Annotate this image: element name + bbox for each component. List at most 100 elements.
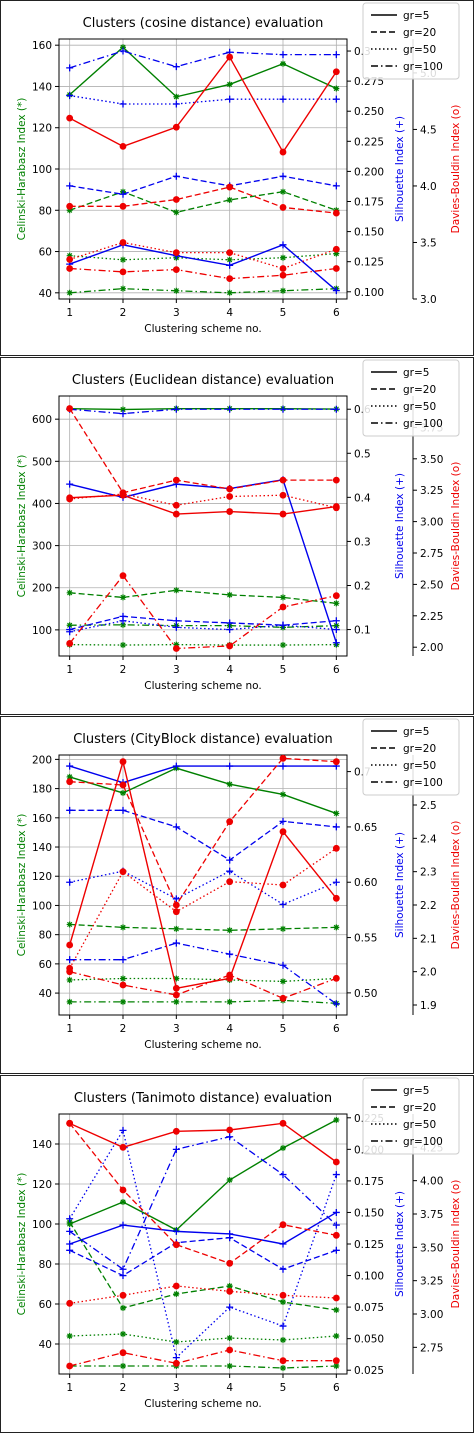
series-line-db-gr50 [69, 847, 337, 969]
legend-item-label: gr=5 [403, 726, 429, 738]
sil-axis-tick-label: 0.3 [354, 536, 371, 548]
data-point-db [226, 1259, 234, 1267]
data-point-sil [226, 867, 234, 875]
data-point-db [226, 508, 234, 515]
sil-axis-tick-label: 0.200 [354, 166, 384, 178]
series-line-db-gr5 [69, 494, 337, 515]
data-point-db [279, 148, 287, 156]
series-line-db-gr5 [69, 1122, 337, 1163]
data-point-db [226, 275, 234, 283]
data-point-sil [119, 410, 127, 418]
data-point-sil [172, 1354, 180, 1362]
data-point-sil [279, 762, 287, 770]
data-point-ch [66, 998, 73, 1005]
data-point-sil [332, 1000, 340, 1008]
data-point-sil [66, 628, 74, 636]
data-point-db [279, 828, 287, 836]
db-axis-tick-label: 3.0 [420, 294, 437, 306]
ch-axis-tick-label: 60 [39, 959, 52, 971]
data-point-ch [120, 924, 126, 931]
data-point-db [279, 881, 287, 889]
ch-axis-tick-label: 60 [39, 1299, 52, 1311]
data-point-db [279, 994, 287, 1002]
x-axis-tick-label: 5 [280, 1382, 287, 1394]
series-line-sil-gr5 [69, 478, 337, 643]
data-point-sil [332, 878, 340, 886]
chart-title: Clusters (cosine distance) evaluation [83, 16, 324, 31]
ch-axis-label: Celinski-Harabasz Index (*) [16, 814, 28, 957]
data-point-ch [280, 978, 286, 985]
data-point-ch [120, 789, 126, 796]
series-line-db-gr100 [69, 574, 337, 650]
data-point-ch [226, 1335, 233, 1341]
x-axis-tick-label: 4 [226, 664, 233, 676]
sil-axis-tick-label: 0.175 [354, 1176, 384, 1188]
data-point-db [172, 908, 180, 916]
legend-item-label: gr=5 [403, 1085, 429, 1097]
data-point-ch [120, 256, 126, 263]
data-point-ch [120, 594, 126, 601]
ch-axis-tick-label: 200 [32, 754, 52, 766]
data-point-sil [119, 190, 127, 198]
series-line-ch-gr100 [69, 1365, 337, 1369]
x-axis-tick-label: 2 [120, 1382, 127, 1394]
data-point-db [172, 249, 180, 257]
ch-axis-tick-label: 300 [32, 541, 52, 553]
series-line-db-gr20 [69, 408, 337, 494]
sil-axis-tick-label: 0.50 [354, 988, 377, 1000]
data-point-db [119, 142, 127, 150]
data-point-sil [279, 172, 287, 180]
ch-axis-tick-label: 600 [32, 414, 52, 426]
sil-axis-tick-label: 0.4 [354, 492, 371, 504]
data-point-sil [332, 823, 340, 831]
data-point-db [332, 265, 340, 272]
series-line-sil-gr100 [69, 942, 337, 1005]
data-point-sil [279, 1322, 287, 1330]
data-point-sil [172, 63, 180, 71]
data-point-ch [66, 1333, 73, 1339]
ch-axis-label: Celinski-Harabasz Index (*) [16, 455, 28, 598]
series-line-sil-gr100 [69, 408, 337, 415]
data-point-db [279, 265, 287, 272]
series-line-ch-gr20 [69, 923, 337, 931]
data-point-ch [120, 1305, 126, 1311]
x-axis-tick-label: 6 [333, 664, 340, 676]
data-point-sil [226, 95, 234, 103]
data-point-db [119, 239, 127, 246]
data-point-sil [66, 1215, 74, 1223]
data-point-sil [119, 1265, 127, 1273]
x-axis-tick-label: 6 [333, 1023, 340, 1035]
data-point-sil [332, 405, 340, 413]
series-line-sil-gr20 [69, 175, 337, 195]
ch-axis-tick-label: 100 [32, 1219, 52, 1231]
data-point-ch [120, 1199, 126, 1205]
data-point-ch [226, 1363, 233, 1369]
ch-axis-tick-label: 40 [39, 988, 52, 1000]
data-point-ch [280, 925, 286, 932]
data-point-sil [66, 956, 74, 964]
data-point-sil [172, 895, 180, 903]
data-point-ch [333, 85, 340, 92]
data-point-db [279, 603, 287, 611]
data-point-db [119, 781, 127, 789]
data-point-db [66, 256, 74, 263]
data-point-db [279, 510, 287, 518]
x-axis-label: Clustering scheme no. [144, 1398, 261, 1410]
db-axis-label: Davies-Bouldin Index (o) [450, 105, 462, 234]
data-point-ch [226, 927, 233, 934]
data-point-sil [119, 47, 127, 55]
data-point-sil [172, 623, 180, 631]
data-point-db [172, 645, 180, 652]
data-point-db [66, 968, 74, 976]
data-point-ch [120, 1363, 126, 1369]
data-point-ch [66, 976, 73, 983]
data-point-sil [226, 1234, 234, 1242]
db-axis-tick-label: 4.0 [420, 181, 437, 193]
ch-axis-tick-label: 120 [32, 123, 52, 135]
ch-axis-tick-label: 40 [39, 288, 52, 300]
data-point-ch [280, 254, 286, 261]
db-axis-tick-label: 3.75 [420, 1209, 443, 1221]
db-axis-tick-label: 1.9 [420, 1000, 437, 1012]
series-line-ch-gr100 [69, 999, 337, 1004]
data-point-db [332, 844, 340, 852]
